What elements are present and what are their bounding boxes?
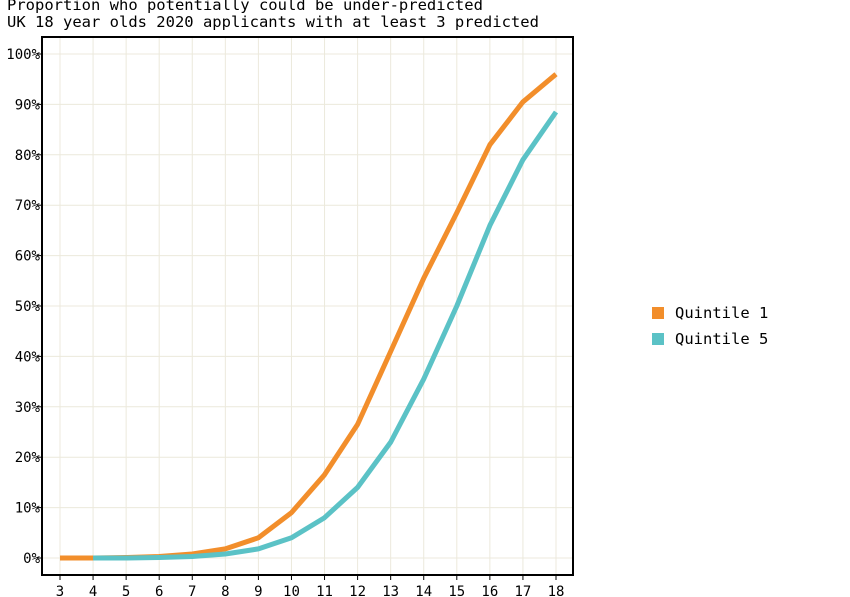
plot-frame (41, 36, 574, 576)
x-tick-label: 7 (188, 584, 196, 597)
x-tick-label: 5 (122, 584, 130, 597)
y-tick-label: 60% (15, 249, 41, 265)
x-tick-label: 10 (283, 584, 300, 597)
x-tick-label: 3 (56, 584, 64, 597)
legend-label: Quintile 1 (675, 304, 769, 322)
y-tick-label: 100% (6, 47, 40, 63)
x-tick-label: 14 (415, 584, 432, 597)
y-tick-label: 20% (15, 450, 41, 466)
series-line-quintile-1 (60, 72, 558, 561)
y-tick-label: 50% (15, 299, 41, 315)
x-tick-label: 17 (515, 584, 532, 597)
x-tick-label: 9 (254, 584, 262, 597)
x-tick-label: 12 (349, 584, 366, 597)
y-tick-label: 80% (15, 148, 41, 164)
legend-item: Quintile 1 (652, 300, 768, 326)
gridlines (42, 37, 573, 575)
legend-swatch (652, 307, 664, 319)
x-tick-label: 18 (548, 584, 565, 597)
y-tick-label: 40% (15, 349, 41, 365)
x-tick-label: 6 (155, 584, 163, 597)
x-tick-label: 4 (89, 584, 97, 597)
y-tick-label: 30% (15, 400, 41, 416)
x-tick-label: 15 (448, 584, 465, 597)
x-tick-label: 11 (316, 584, 333, 597)
x-tick-label: 16 (481, 584, 498, 597)
series-line-quintile-5 (93, 110, 559, 561)
chart-title-block: Proportion who potentially could be unde… (7, 0, 539, 31)
chart-subtitle: UK 18 year olds 2020 applicants with at … (7, 13, 539, 31)
y-tick-label: 10% (15, 501, 41, 517)
x-tick-label: 13 (382, 584, 399, 597)
chart-title: Proportion who potentially could be unde… (7, 0, 483, 14)
legend-swatch (652, 333, 664, 345)
y-tick-label: 70% (15, 198, 41, 214)
x-tick-label: 8 (221, 584, 229, 597)
axes: 3 4 5 6 7 8 9 10 11 12 13 14 15 16 17 18 0% 10% 20% 30% 40% 5… (6, 47, 564, 597)
series-lines (60, 72, 559, 561)
legend-label: Quintile 5 (675, 330, 769, 348)
legend: Quintile 1 Quintile 5 (652, 300, 768, 352)
legend-item: Quintile 5 (652, 326, 768, 352)
y-tick-label: 0% (23, 551, 40, 567)
y-tick-label: 90% (15, 97, 41, 113)
